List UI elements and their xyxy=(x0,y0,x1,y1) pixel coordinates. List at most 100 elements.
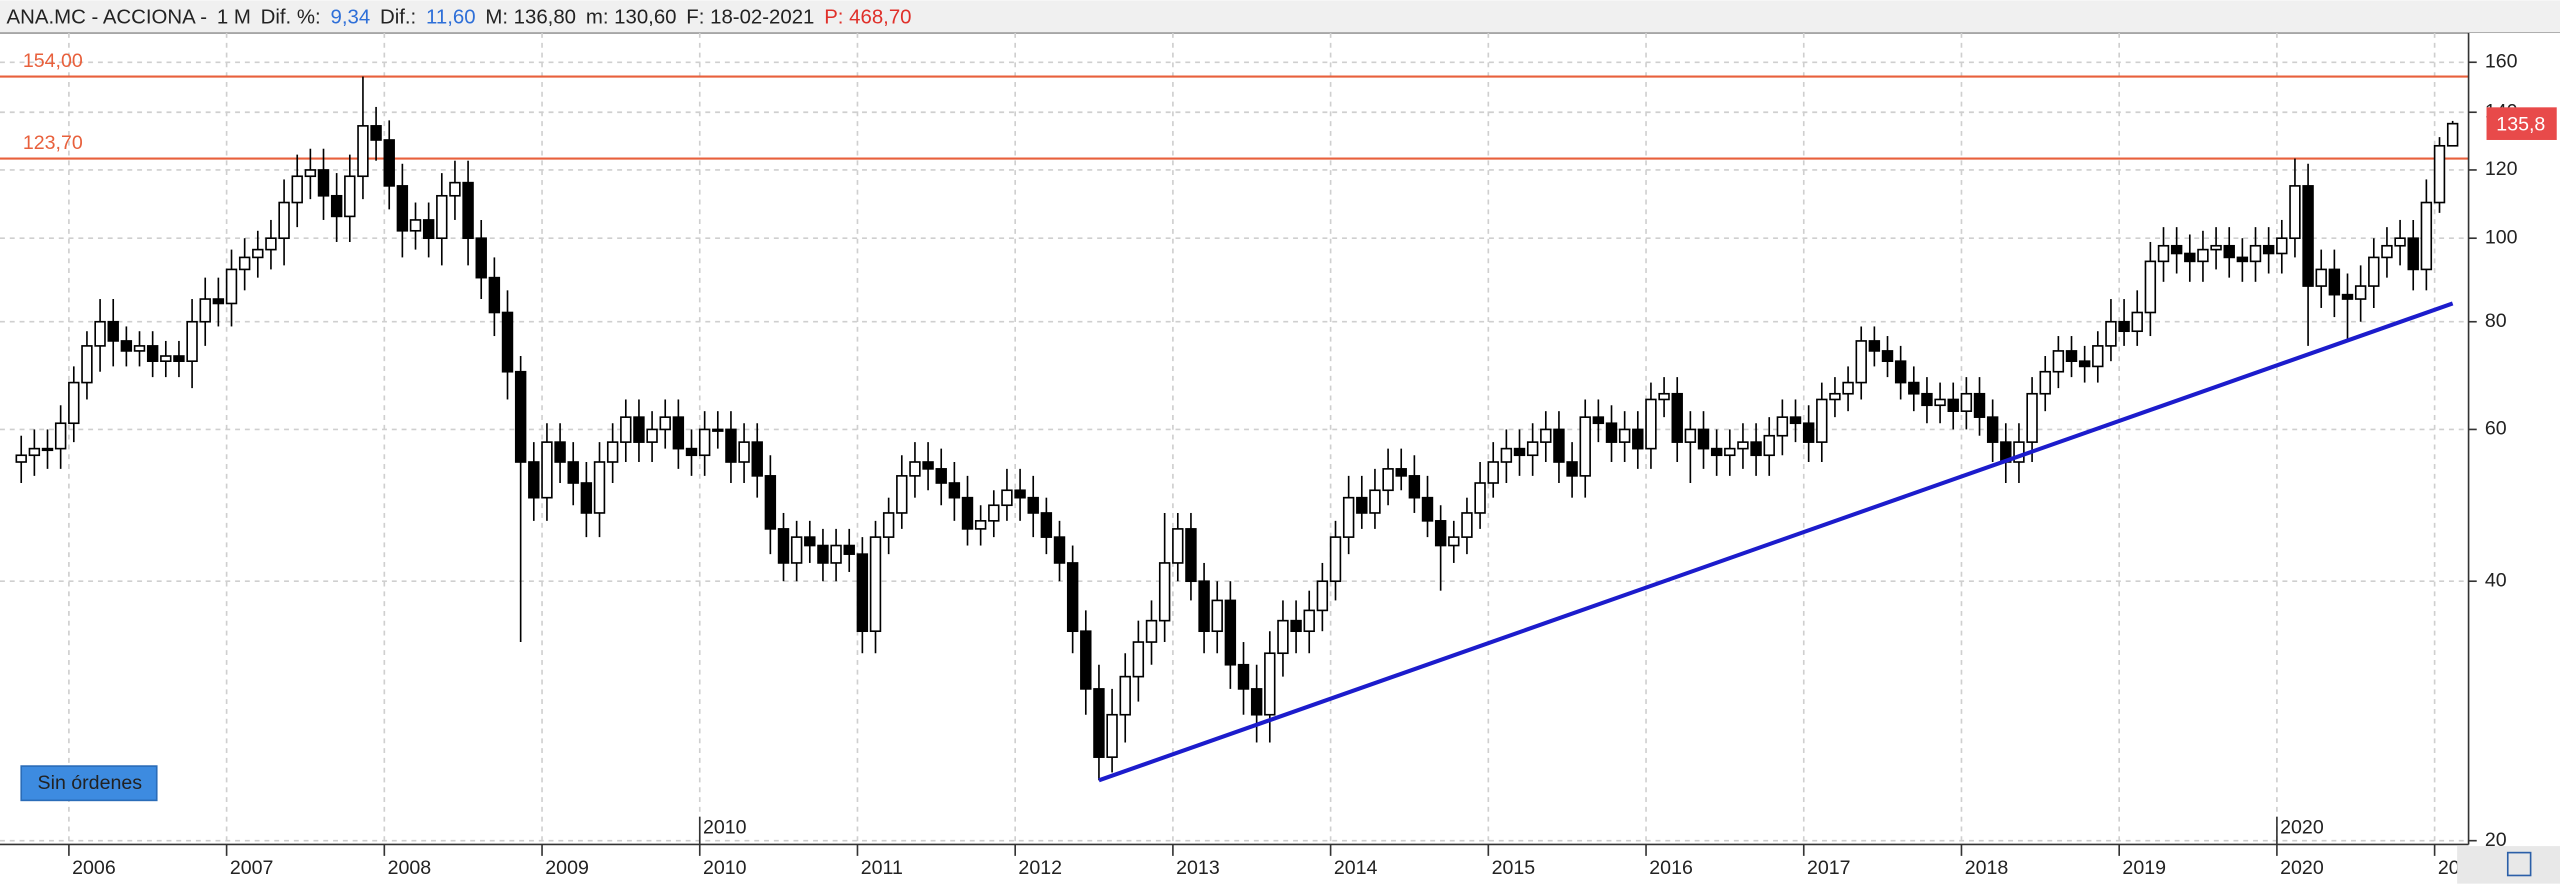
candle-body xyxy=(1408,475,1421,499)
axes: 2040608010012014016020062007200820092010… xyxy=(68,50,2557,879)
candle-body xyxy=(2236,256,2249,263)
candle-body xyxy=(1855,340,1867,384)
save-icon[interactable] xyxy=(2506,851,2532,877)
orders-button[interactable] xyxy=(20,765,158,802)
candle-body xyxy=(2276,237,2288,255)
candle-body xyxy=(1185,528,1197,583)
candle-body xyxy=(988,504,1000,522)
candle-body xyxy=(462,181,474,240)
header-item: M: 136,80 xyxy=(485,7,576,29)
x-tick-label: 2015 xyxy=(1492,857,1536,879)
candle-body xyxy=(2420,201,2433,271)
candle-body xyxy=(1093,688,1105,758)
marks: 154,00 123,70 xyxy=(0,50,2469,783)
candle-body xyxy=(580,482,593,514)
last-price-box xyxy=(2486,107,2557,140)
y-tick-label: 20 xyxy=(2485,829,2507,851)
candle-body xyxy=(1237,663,1250,690)
candle-body xyxy=(475,237,487,279)
candle-body xyxy=(2052,350,2065,373)
candle-body xyxy=(2118,320,2130,333)
candle-body xyxy=(265,237,277,251)
candle-body xyxy=(1908,381,1920,395)
candle-body xyxy=(2078,360,2091,368)
candle-body xyxy=(436,194,448,240)
candle-body xyxy=(1329,536,1342,583)
candle-body xyxy=(1500,447,1513,463)
candle-body xyxy=(2065,350,2078,362)
candle-body xyxy=(922,461,934,470)
x-tick-label: 2018 xyxy=(1965,857,2009,879)
candle-body xyxy=(804,536,816,547)
x-tick-label: 2019 xyxy=(2122,857,2166,879)
candle-body xyxy=(2039,370,2051,395)
candle-body xyxy=(2144,260,2157,314)
candle-body xyxy=(2026,392,2038,443)
candle-body xyxy=(2433,144,2446,204)
candle-body xyxy=(1080,630,1092,690)
candle-body xyxy=(1776,416,1789,437)
candle-body xyxy=(409,219,422,232)
candle-body xyxy=(2013,441,2025,463)
header-item: Dif.: xyxy=(380,7,416,29)
candle-body xyxy=(2407,237,2419,271)
candle-body xyxy=(15,454,27,463)
y-tick-label: 40 xyxy=(2485,569,2507,591)
candle-body xyxy=(1513,447,1526,457)
candle-body xyxy=(777,528,790,564)
y-tick-label: 100 xyxy=(2485,226,2518,248)
candle-body xyxy=(1684,428,1697,443)
candle-body xyxy=(252,248,264,259)
candle-body xyxy=(698,428,711,457)
orders-button-label[interactable]: Sin órdenes xyxy=(38,772,143,794)
candle-body xyxy=(2302,185,2314,287)
candle-body xyxy=(712,428,724,432)
x-tick-label: 2007 xyxy=(230,857,274,879)
candle-body xyxy=(2368,256,2380,287)
x-tick-label: 2008 xyxy=(388,857,432,879)
candle-body xyxy=(514,370,527,463)
candle-body xyxy=(422,219,435,240)
candle-body xyxy=(212,298,225,305)
candle-body xyxy=(1014,489,1026,499)
candle-body xyxy=(41,447,54,452)
candle-body xyxy=(633,416,645,443)
candle-body xyxy=(1474,482,1486,514)
candle-body xyxy=(1789,416,1802,425)
trendline xyxy=(1098,301,2454,783)
candle-body xyxy=(68,381,80,425)
candle-body xyxy=(541,441,553,499)
header-item: m: 130,60 xyxy=(586,7,677,29)
candle-body xyxy=(81,345,93,384)
candle-body xyxy=(501,311,514,373)
decade-label: 2010 xyxy=(703,816,747,838)
candle-body xyxy=(146,345,159,362)
y-tick-label: 60 xyxy=(2485,418,2507,440)
candle-body xyxy=(2354,285,2367,300)
candle-body xyxy=(1158,562,1171,622)
candle-body xyxy=(1053,536,1066,564)
candle-body xyxy=(1553,428,1565,463)
candle-body xyxy=(1710,447,1723,457)
candle-body xyxy=(120,340,133,352)
header-item: P: 468,70 xyxy=(824,7,911,29)
candle-body xyxy=(370,125,382,141)
candle-body xyxy=(593,461,606,514)
candle-body xyxy=(1211,599,1223,633)
header-item: ANA.MC - ACCIONA - xyxy=(7,7,208,29)
candle-body xyxy=(2170,244,2183,255)
candle-body xyxy=(1106,713,1118,758)
candle-body xyxy=(1934,398,1946,407)
candle-body xyxy=(1027,496,1039,514)
level-label: 123,70 xyxy=(23,132,83,154)
x-tick-label: 2006 xyxy=(72,857,116,879)
candle-body xyxy=(1921,392,1933,407)
candle-body xyxy=(1973,392,1986,418)
candle-body xyxy=(1264,652,1276,716)
candle-body xyxy=(948,482,961,499)
candle-body xyxy=(1632,428,1644,450)
candle-body xyxy=(1894,360,1907,384)
x-tick-label: 2010 xyxy=(703,857,747,879)
header: ANA.MC - ACCIONA - 1 M Dif. %: 9,34 Dif.: 11,… xyxy=(7,7,912,29)
